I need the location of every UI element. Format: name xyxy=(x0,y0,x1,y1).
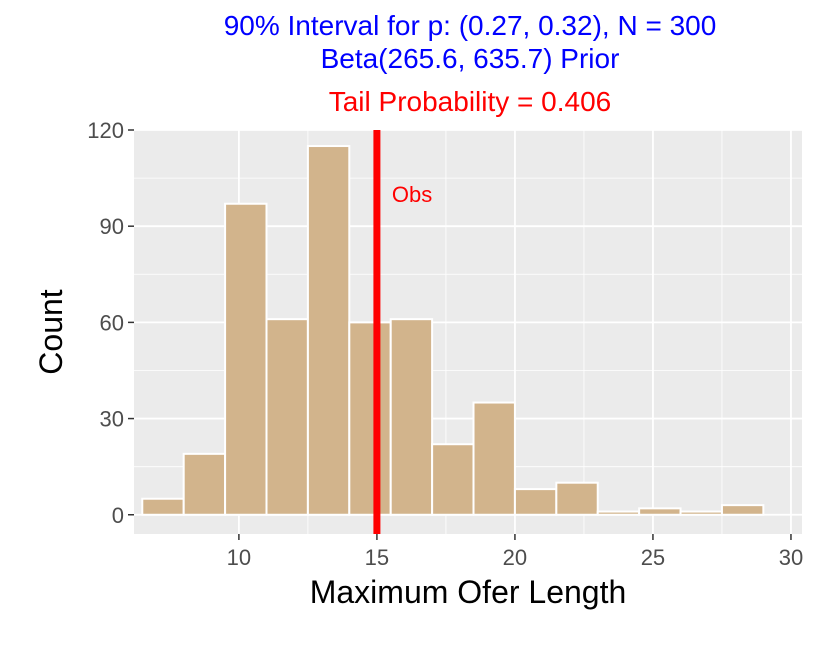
chart-title-line-2: Beta(265.6, 635.7) Prior xyxy=(320,43,620,74)
histogram-bar xyxy=(596,510,641,516)
y-axis-ticks: 0 30 60 90 120 xyxy=(87,118,134,528)
observed-value-label: Obs xyxy=(392,182,432,207)
x-tick-label: 30 xyxy=(779,545,803,570)
x-tick-label: 20 xyxy=(503,545,527,570)
histogram-bar xyxy=(224,202,268,516)
histogram-bar xyxy=(348,321,392,516)
histogram-bar xyxy=(513,488,558,516)
histogram-bar xyxy=(472,401,516,516)
histogram-bar xyxy=(389,318,434,516)
chart-title-line-1: 90% Interval for p: (0.27, 0.32), N = 30… xyxy=(223,10,717,41)
x-tick-label: 10 xyxy=(227,545,251,570)
x-axis-ticks: 10 15 20 25 30 xyxy=(227,534,803,570)
histogram-bar xyxy=(265,318,309,516)
y-tick-label: 90 xyxy=(100,214,124,239)
x-tick-label: 25 xyxy=(641,545,665,570)
histogram-bars xyxy=(141,145,765,516)
y-tick-label: 120 xyxy=(87,118,124,143)
y-tick-label: 30 xyxy=(100,407,124,432)
x-axis-title: Maximum Ofer Length xyxy=(310,574,627,610)
histogram-bar xyxy=(306,145,351,516)
y-tick-label: 0 xyxy=(112,503,124,528)
histogram-bar xyxy=(431,443,475,516)
histogram-bar xyxy=(638,507,682,516)
histogram-bar xyxy=(182,452,227,516)
chart-subtitle: Tail Probability = 0.406 xyxy=(328,86,612,117)
histogram-bar xyxy=(555,481,599,516)
histogram-bar xyxy=(141,497,185,516)
histogram-bar xyxy=(679,510,723,516)
y-tick-label: 60 xyxy=(100,310,124,335)
x-tick-label: 15 xyxy=(365,545,389,570)
y-axis-title: Count xyxy=(33,289,69,375)
histogram-bar xyxy=(720,504,765,516)
